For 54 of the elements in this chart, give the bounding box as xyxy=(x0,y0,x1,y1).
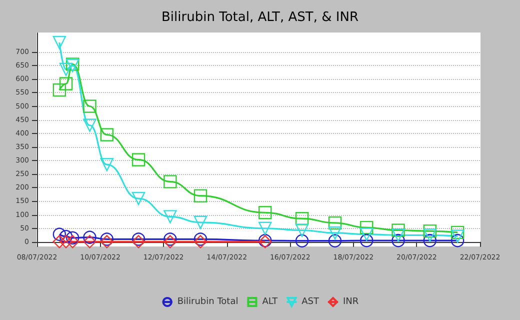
point xyxy=(83,230,96,244)
point xyxy=(295,224,309,237)
point xyxy=(423,224,436,238)
point xyxy=(164,210,177,224)
point xyxy=(164,235,177,248)
point xyxy=(328,216,342,230)
point xyxy=(423,234,436,248)
point xyxy=(83,118,96,132)
point xyxy=(100,232,114,246)
point xyxy=(52,235,66,248)
point xyxy=(328,234,342,248)
point xyxy=(52,83,66,97)
point xyxy=(59,62,73,76)
point xyxy=(66,235,80,248)
point xyxy=(52,36,66,50)
point xyxy=(100,158,114,172)
point xyxy=(450,226,464,240)
point xyxy=(132,192,146,206)
legend-label: INR xyxy=(343,297,359,307)
point xyxy=(164,232,177,246)
point xyxy=(328,226,342,240)
point xyxy=(258,222,272,235)
point xyxy=(132,153,146,166)
point xyxy=(450,230,464,243)
point xyxy=(295,234,309,248)
point xyxy=(423,228,436,242)
point xyxy=(132,235,146,248)
point xyxy=(59,77,73,90)
point xyxy=(59,235,73,248)
point xyxy=(59,230,73,244)
point xyxy=(451,234,464,248)
point xyxy=(100,235,114,248)
legend-label: AST xyxy=(302,297,320,307)
point xyxy=(194,235,208,248)
point xyxy=(360,234,374,248)
point xyxy=(132,232,146,246)
point xyxy=(83,235,96,248)
point xyxy=(52,228,66,241)
point xyxy=(360,228,374,241)
point xyxy=(83,100,96,113)
point xyxy=(100,128,114,142)
point xyxy=(194,216,208,229)
point xyxy=(194,189,208,202)
point xyxy=(164,175,177,188)
point xyxy=(194,232,208,246)
legend-label: ALT xyxy=(262,297,278,307)
chart-title: Bilirubin Total, ALT, AST, & INR xyxy=(162,10,358,25)
point xyxy=(392,224,405,237)
point xyxy=(392,234,405,248)
legend-label: Bilirubin Total xyxy=(177,297,238,307)
point xyxy=(258,206,272,220)
point xyxy=(66,231,80,244)
point xyxy=(392,228,405,242)
point xyxy=(360,220,374,234)
